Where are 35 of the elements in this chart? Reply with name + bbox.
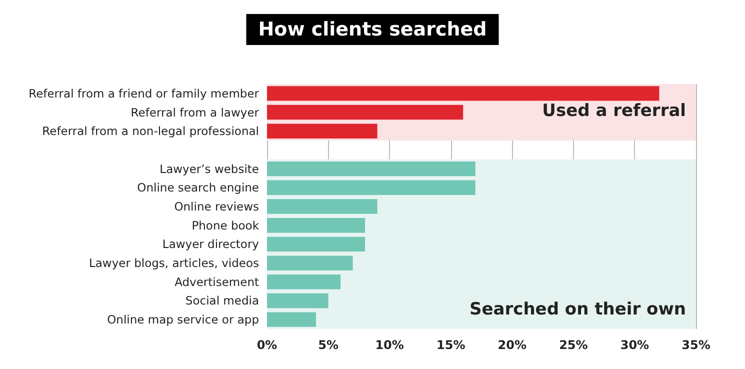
- band-label: Used a referral: [542, 100, 686, 121]
- y-tick-label: Phone book: [192, 218, 260, 232]
- bar: [267, 104, 464, 120]
- x-tick-label: 0%: [256, 338, 278, 352]
- y-tick-label: Referral from a lawyer: [130, 105, 260, 120]
- x-tick-label: 35%: [682, 338, 710, 352]
- y-tick-label: Advertisement: [174, 274, 260, 289]
- y-tick-label: Social media: [185, 294, 259, 308]
- chart-title: How clients searched: [258, 18, 487, 40]
- y-tick-label: Lawyer’s website: [160, 162, 259, 176]
- band-label: Searched on their own: [470, 300, 686, 320]
- y-tick-label: Online map service or app: [107, 312, 259, 327]
- y-tick-label: Referral from a non-legal professional: [42, 124, 259, 138]
- bar: [267, 124, 378, 138]
- x-tick-label: 30%: [620, 338, 650, 352]
- bar: [267, 218, 366, 233]
- y-tick-label: Lawyer blogs, articles, videos: [88, 256, 259, 270]
- y-tick-label: Online reviews: [174, 200, 259, 214]
- bar: [267, 86, 660, 101]
- bar: [267, 180, 476, 196]
- y-tick-label: Referral from a friend or family member: [28, 86, 260, 100]
- x-tick-label: 10%: [375, 338, 404, 352]
- x-tick-label: 20%: [498, 338, 527, 352]
- bar: [267, 312, 316, 327]
- bar: [267, 274, 341, 290]
- bar: [267, 293, 328, 308]
- bar: [267, 161, 476, 176]
- y-tick-label: Online search engine: [137, 180, 259, 195]
- x-tick-label: 25%: [559, 338, 588, 352]
- x-tick-label: 15%: [436, 338, 466, 352]
- y-tick-label: Lawyer directory: [162, 237, 260, 252]
- bar: [267, 199, 378, 214]
- bar: [267, 256, 353, 270]
- x-tick-label: 5%: [318, 338, 338, 352]
- bar: [267, 236, 366, 252]
